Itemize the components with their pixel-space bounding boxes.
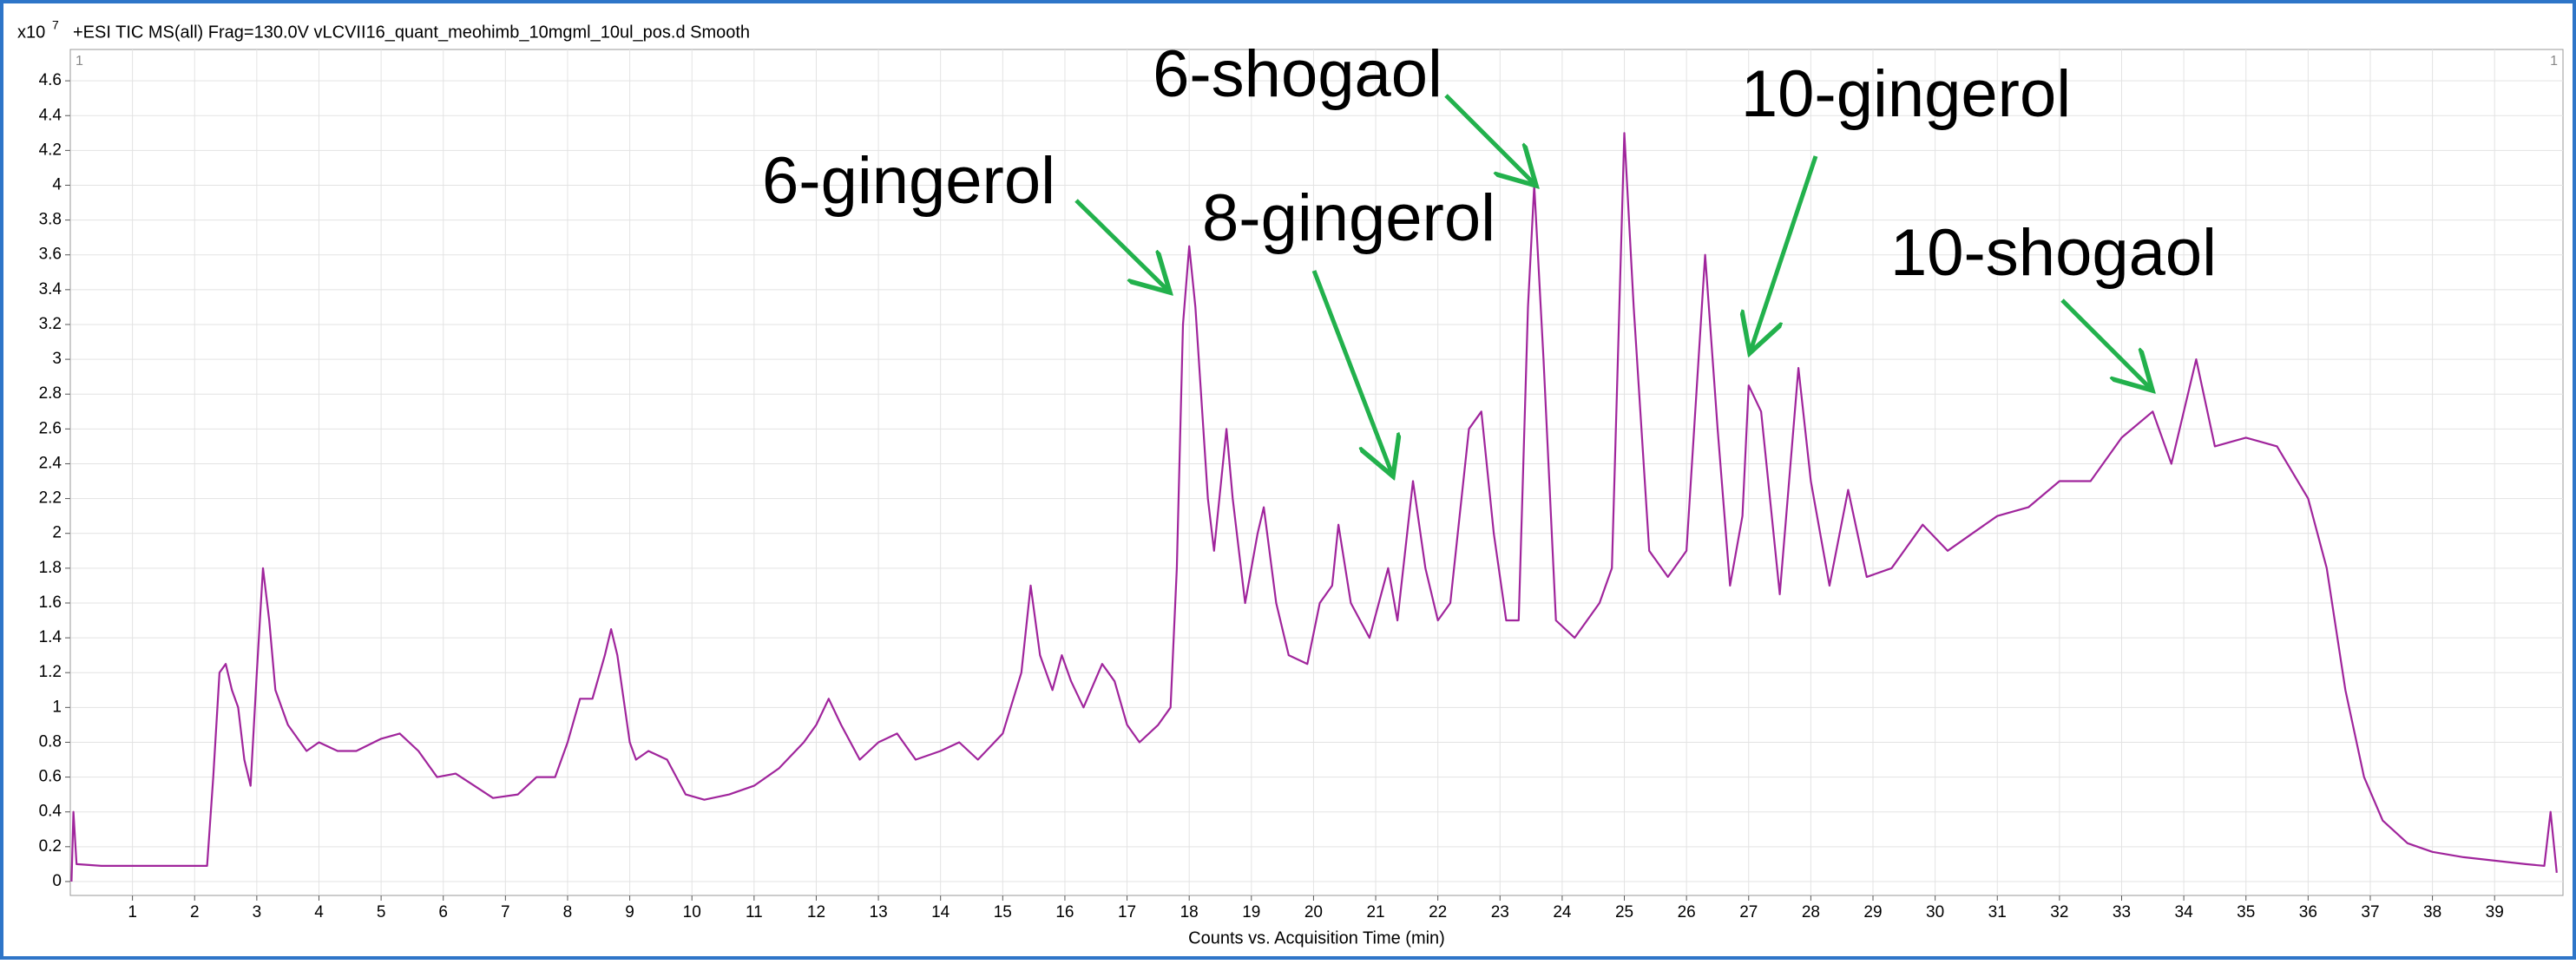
x-tick-label: 7	[501, 903, 510, 921]
y-scale-base: x10	[17, 23, 45, 42]
x-tick-label: 22	[1429, 903, 1447, 921]
x-tick-label: 24	[1553, 903, 1572, 921]
x-tick-label: 35	[2237, 903, 2255, 921]
x-tick-label: 38	[2423, 903, 2441, 921]
x-tick-label: 23	[1491, 903, 1509, 921]
x-tick-label: 3	[253, 903, 262, 921]
y-tick-label: 0	[52, 872, 62, 890]
annotation: 6-gingerol	[762, 144, 1055, 218]
y-tick-label: 4.2	[39, 141, 62, 159]
x-axis-label: Counts vs. Acquisition Time (min)	[1188, 928, 1445, 948]
y-tick-label: 4	[52, 175, 62, 193]
x-tick-label: 33	[2113, 903, 2131, 921]
x-tick-label: 28	[1802, 903, 1820, 921]
x-tick-label: 14	[931, 903, 950, 921]
x-tick-label: 30	[1926, 903, 1944, 921]
y-tick-label: 0.4	[39, 803, 62, 821]
y-tick-label: 1.6	[39, 593, 62, 612]
y-tick-label: 1.4	[39, 628, 62, 646]
annotation-arrow	[1074, 199, 1170, 292]
x-tick-label: 21	[1366, 903, 1384, 921]
x-tick-label: 10	[683, 903, 701, 921]
annotation: 6-shogaol	[1153, 37, 1442, 111]
annotation-arrow	[1311, 270, 1393, 476]
panel-label: 1	[2550, 54, 2558, 69]
annotation: 10-shogaol	[1890, 216, 2217, 290]
y-scale-exponent: 7	[52, 18, 59, 32]
y-tick-label: 4.4	[39, 106, 62, 124]
x-tick-label: 11	[746, 903, 763, 921]
x-tick-label: 25	[1615, 903, 1633, 921]
x-tick-label: 15	[994, 903, 1012, 921]
annotation-arrow	[1444, 94, 1536, 186]
x-tick-label: 39	[2486, 903, 2504, 921]
panel-label: 1	[76, 54, 83, 69]
x-tick-label: 19	[1242, 903, 1260, 921]
y-tick-label: 1.2	[39, 663, 62, 681]
x-tick-label: 8	[563, 903, 573, 921]
annotation: 10-gingerol	[1741, 57, 2071, 131]
chart-title: +ESI TIC MS(all) Frag=130.0V vLCVII16_qu…	[73, 23, 750, 42]
y-tick-label: 1	[52, 698, 62, 716]
y-tick-label: 2.6	[39, 419, 62, 437]
y-tick-label: 0.2	[39, 837, 62, 856]
x-tick-label: 4	[314, 903, 324, 921]
y-tick-label: 0.8	[39, 732, 62, 751]
x-tick-label: 16	[1055, 903, 1074, 921]
y-tick-label: 3.6	[39, 246, 62, 264]
x-tick-label: 6	[438, 903, 448, 921]
y-tick-label: 2.4	[39, 454, 62, 472]
x-tick-label: 27	[1739, 903, 1758, 921]
y-tick-label: 3	[52, 350, 62, 368]
y-tick-label: 1.8	[39, 559, 62, 577]
y-tick-label: 3.2	[39, 315, 62, 333]
y-tick-label: 3.8	[39, 211, 62, 229]
x-tick-label: 1	[128, 903, 137, 921]
y-tick-label: 2.8	[39, 384, 62, 403]
x-tick-label: 13	[870, 903, 888, 921]
trace-line	[70, 132, 2558, 882]
x-tick-label: 12	[807, 903, 825, 921]
x-tick-label: 9	[625, 903, 634, 921]
x-tick-label: 5	[377, 903, 386, 921]
y-tick-label: 3.4	[39, 280, 62, 298]
y-tick-label: 2.2	[39, 489, 62, 508]
x-tick-label: 17	[1118, 903, 1136, 921]
x-tick-label: 26	[1678, 903, 1696, 921]
x-tick-label: 36	[2299, 903, 2317, 921]
x-tick-label: 37	[2361, 903, 2379, 921]
x-tick-label: 2	[190, 903, 200, 921]
x-tick-label: 34	[2175, 903, 2194, 921]
x-tick-label: 29	[1863, 903, 1882, 921]
x-tick-label: 32	[2050, 903, 2068, 921]
y-tick-label: 0.6	[39, 768, 62, 786]
x-tick-label: 18	[1180, 903, 1199, 921]
x-tick-label: 20	[1304, 903, 1323, 921]
annotation: 8-gingerol	[1202, 181, 1495, 255]
annotation-arrow	[1750, 155, 1818, 353]
annotation-arrow	[2060, 298, 2152, 390]
plot-area	[69, 49, 2564, 896]
y-tick-label: 2	[52, 524, 62, 542]
y-tick-label: 4.6	[39, 71, 62, 89]
x-tick-label: 31	[1988, 903, 2007, 921]
